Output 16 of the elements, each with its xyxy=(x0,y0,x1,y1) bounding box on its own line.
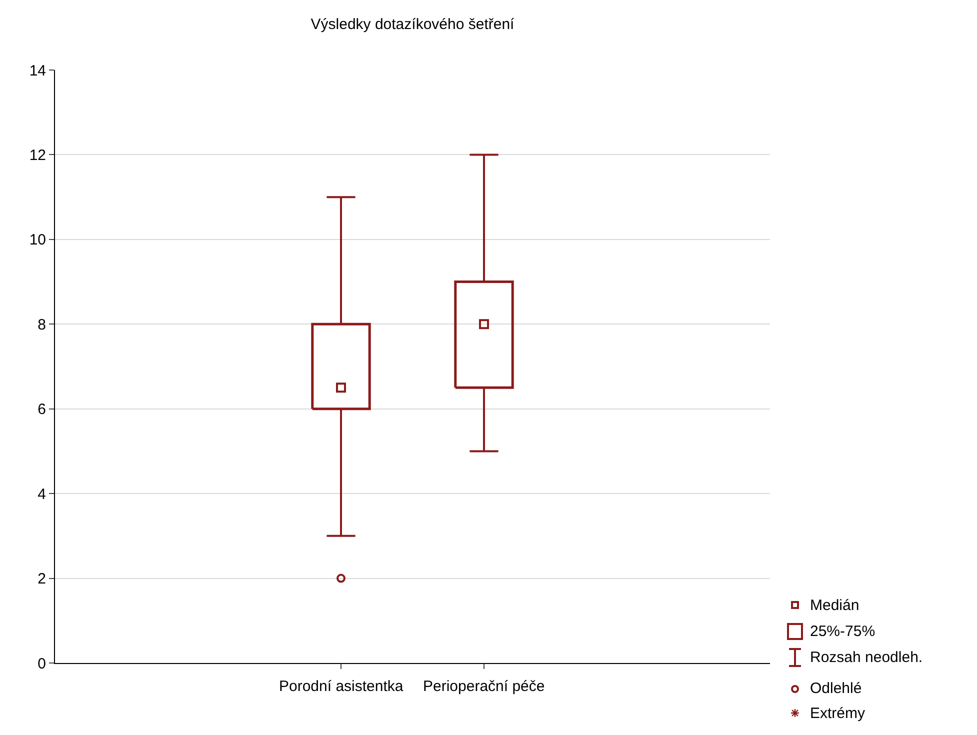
text: Odlehlé xyxy=(810,680,862,697)
text: Rozsah neodleh. xyxy=(810,649,923,666)
y-tick-label: 4 xyxy=(38,486,46,503)
x-tick-label: Perioperační péče xyxy=(423,678,545,695)
y-tick-label: 10 xyxy=(29,232,46,249)
text: Medián xyxy=(810,597,860,614)
y-tick-label: 2 xyxy=(38,570,46,588)
y-tick-label: 8 xyxy=(38,316,46,334)
chart-title: Výsledky dotazíkového šetření xyxy=(310,16,516,33)
y-tick-label: 6 xyxy=(38,401,46,418)
x-tick-label: Porodní asistentka xyxy=(279,678,404,695)
text: Extrémy xyxy=(810,705,866,722)
y-tick-label: 0 xyxy=(38,655,46,672)
y-tick-label: 14 xyxy=(29,62,46,80)
y-tick-label: 12 xyxy=(29,146,46,164)
text: 25%-75% xyxy=(810,623,876,640)
